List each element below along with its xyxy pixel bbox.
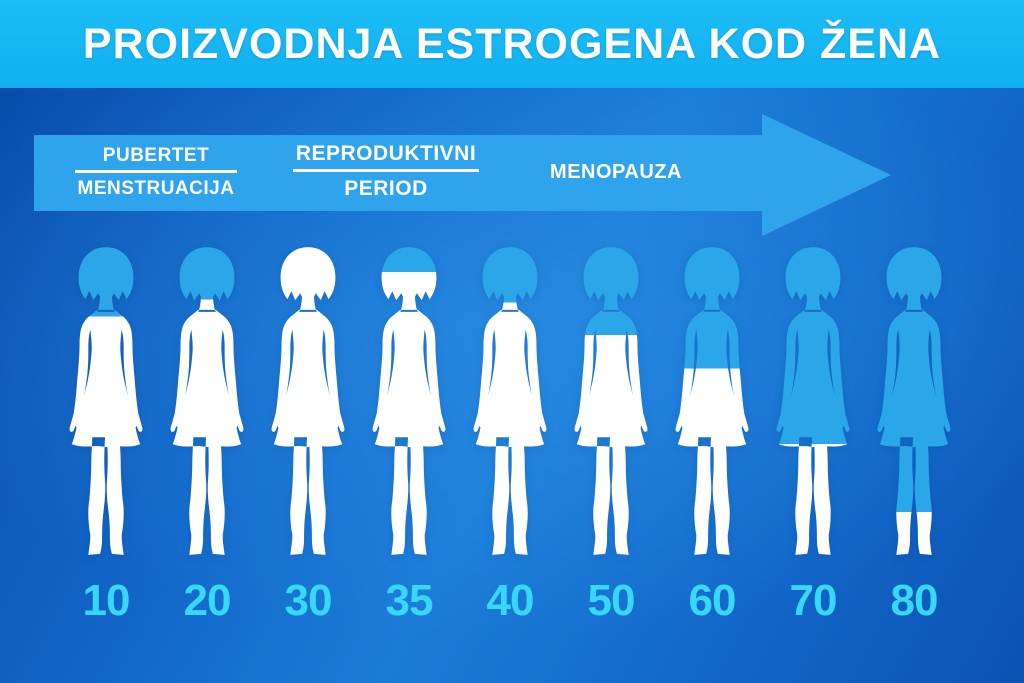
stage-label-reproductive: REPRODUKTIVNI PERIOD: [293, 143, 479, 199]
figure-age-30: 30: [259, 242, 357, 623]
age-label: 30: [284, 576, 333, 625]
woman-silhouette: [271, 247, 345, 555]
title-bar: PROIZVODNJA ESTROGENA KOD ŽENA: [0, 0, 1024, 93]
stage-label-puberty: PUBERTET MENSTRUACIJA: [75, 146, 237, 198]
woman-shape: [574, 247, 648, 555]
woman-silhouette: [69, 247, 143, 555]
figure-age-80: 80: [865, 242, 963, 623]
timeline-arrow: [34, 114, 891, 236]
woman-shape: [473, 247, 547, 555]
woman-shape: [372, 247, 446, 555]
chart-area: PUBERTET MENSTRUACIJA REPRODUKTIVNI PERI…: [0, 88, 1024, 683]
figure-age-35: 35: [360, 242, 458, 623]
stage-puberty-divider: [75, 170, 237, 173]
figure-age-70: 70: [764, 242, 862, 623]
woman-shape: [170, 247, 244, 555]
stage-label-menopause: MENOPAUZA: [545, 162, 687, 182]
woman-silhouette: [170, 247, 244, 555]
stage-reproductive-top: REPRODUKTIVNI: [295, 142, 477, 165]
stage-reproductive-divider: [293, 169, 479, 172]
woman-silhouette: [473, 247, 547, 555]
woman-shape: [776, 247, 850, 555]
figure-age-60: 60: [663, 242, 761, 623]
figures-row: 10 20 30: [57, 242, 963, 623]
age-label: 40: [486, 576, 535, 625]
age-label: 80: [890, 576, 939, 625]
stage-reproductive-bottom: PERIOD: [344, 177, 428, 200]
woman-silhouette: [675, 247, 749, 555]
page-title: PROIZVODNJA ESTROGENA KOD ŽENA: [82, 19, 942, 68]
figure-age-40: 40: [461, 242, 559, 623]
arrow-shape: [34, 114, 891, 236]
woman-shape: [675, 247, 749, 555]
stage-menopause-text: MENOPAUZA: [550, 161, 682, 183]
woman-silhouette: [372, 247, 446, 555]
woman-shape: [271, 247, 345, 555]
woman-silhouette: [574, 247, 648, 555]
stage-puberty-bottom: MENSTRUACIJA: [77, 178, 235, 199]
age-label: 35: [385, 576, 434, 625]
age-label: 60: [688, 576, 737, 625]
age-label: 20: [183, 576, 232, 625]
woman-shape: [69, 247, 143, 555]
age-label: 10: [82, 576, 131, 625]
woman-silhouette: [877, 247, 951, 555]
figure-age-10: 10: [57, 242, 155, 623]
woman-silhouette: [776, 247, 850, 555]
figure-age-20: 20: [158, 242, 256, 623]
stage-puberty-top: PUBERTET: [102, 145, 210, 166]
age-label: 70: [789, 576, 838, 625]
woman-shape: [877, 247, 951, 555]
figure-age-50: 50: [562, 242, 660, 623]
age-label: 50: [587, 576, 636, 625]
